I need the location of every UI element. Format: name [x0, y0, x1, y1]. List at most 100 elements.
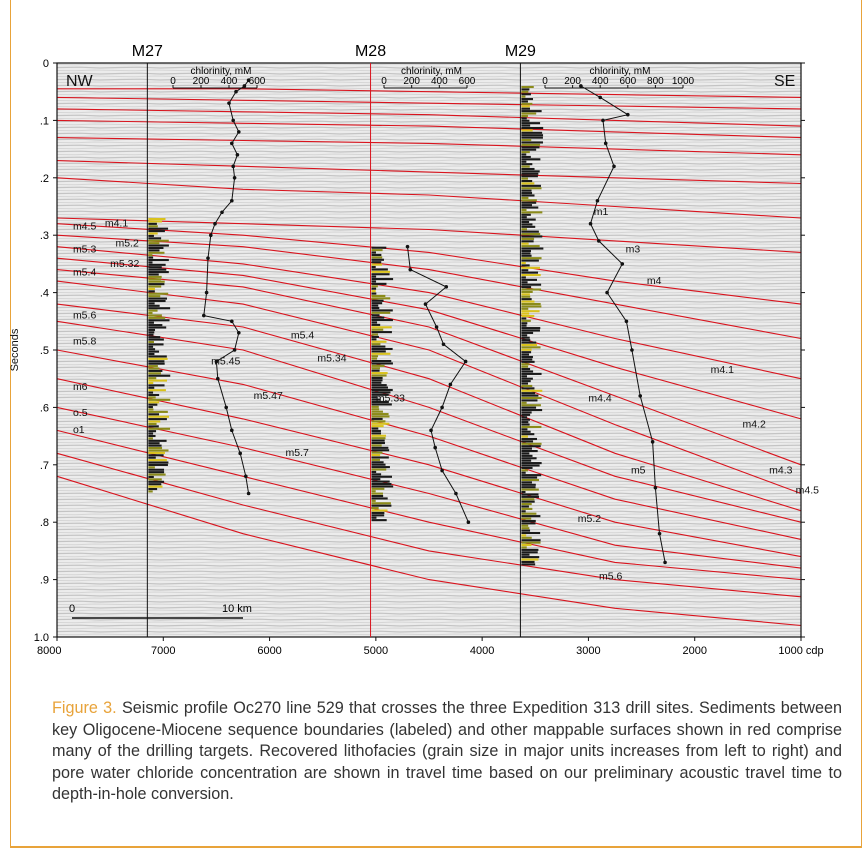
direction-nw: NW — [66, 73, 94, 90]
lithofacies-bar — [148, 292, 169, 295]
lithofacies-bar — [371, 343, 381, 346]
lithofacies-bar — [521, 363, 530, 366]
lithofacies-bar — [521, 423, 530, 426]
chlorinity-point — [214, 359, 219, 364]
lithofacies-bar — [521, 208, 527, 212]
lithofacies-bar — [148, 403, 158, 406]
lithofacies-bar — [521, 85, 534, 89]
lithofacies-bar — [148, 280, 165, 283]
lithofacies-bar — [521, 235, 543, 238]
chlorinity-point — [650, 440, 655, 444]
lithofacies-bar — [148, 439, 167, 442]
lithofacies-bar — [371, 410, 383, 413]
lithofacies-bar — [148, 468, 165, 471]
y-tick-label: 1.0 — [34, 632, 49, 644]
lithofacies-bar — [371, 475, 393, 478]
lithofacies-bar — [521, 449, 538, 453]
horizon-label: o1 — [73, 424, 85, 436]
lithofacies-bar — [521, 172, 539, 175]
lithofacies-bar — [521, 529, 531, 532]
lithofacies-bar — [521, 517, 532, 520]
lithofacies-bar — [521, 433, 535, 436]
lithofacies-bar — [148, 401, 160, 404]
lithofacies-bar — [148, 246, 164, 250]
lithofacies-bar — [148, 273, 159, 276]
lithofacies-bar — [148, 222, 157, 225]
lithofacies-bar — [521, 471, 526, 474]
lithofacies-bar — [371, 514, 385, 517]
chlorinity-point — [444, 285, 449, 289]
lithofacies-bar — [521, 264, 530, 267]
lithofacies-bar — [521, 522, 536, 525]
lithofacies-bar — [148, 326, 167, 329]
lithofacies-bar — [148, 485, 163, 488]
lithofacies-bar — [521, 153, 527, 156]
lithofacies-bar — [521, 380, 531, 383]
lithofacies-bar — [148, 340, 154, 344]
lithofacies-bar — [148, 384, 165, 387]
lithofacies-bar — [148, 430, 157, 433]
lithofacies-bar — [521, 160, 527, 163]
lithofacies-bar — [521, 266, 540, 269]
chlorinity-point — [588, 221, 593, 226]
lithofacies-bar — [371, 367, 380, 370]
lithofacies-bar — [371, 504, 392, 507]
lithofacies-bar — [371, 408, 380, 411]
lithofacies-bar — [148, 391, 154, 394]
lithofacies-bar — [371, 388, 393, 392]
lithofacies-bar — [521, 98, 533, 101]
chlorinity-point — [448, 382, 453, 387]
site-name: M29 — [505, 43, 536, 60]
lithofacies-bar — [521, 411, 532, 414]
lithofacies-bar — [371, 405, 379, 408]
lithofacies-bar — [521, 519, 536, 523]
lithofacies-bar — [148, 451, 165, 454]
lithofacies-bar — [521, 503, 532, 506]
lithofacies-bar — [371, 403, 392, 406]
lithofacies-bar — [521, 182, 535, 185]
lithofacies-bar — [148, 487, 158, 491]
lithofacies-bar — [148, 217, 166, 221]
lithofacies-bar — [371, 391, 391, 394]
lithofacies-bar — [148, 437, 153, 440]
lithofacies-bar — [521, 377, 533, 380]
chlorinity-point — [624, 319, 629, 324]
lithofacies-bar — [148, 251, 165, 254]
lithofacies-bar — [521, 206, 539, 209]
horizon-label: m5.3 — [73, 243, 97, 255]
chlorinity-point — [234, 89, 238, 94]
horizon-label: m5.32 — [110, 258, 139, 270]
lithofacies-bar — [521, 527, 530, 530]
lithofacies-bar — [521, 553, 530, 556]
lithofacies-bar — [521, 100, 528, 103]
lithofacies-bar — [521, 394, 539, 397]
lithofacies-bar — [148, 369, 163, 372]
lithofacies-bar — [521, 295, 531, 298]
lithofacies-bar — [371, 372, 388, 375]
lithofacies-bar — [371, 507, 379, 510]
lithofacies-bar — [521, 329, 540, 332]
chlorinity-label: chlorinity, mM — [401, 66, 462, 77]
lithofacies-bar — [521, 536, 532, 539]
lithofacies-bar — [371, 251, 376, 254]
direction-se: SE — [774, 73, 795, 90]
lithofacies-bar — [371, 400, 389, 404]
lithofacies-bar — [371, 297, 391, 300]
lithofacies-bar — [371, 261, 382, 264]
lithofacies-bar — [521, 317, 527, 320]
lithofacies-bar — [521, 483, 536, 486]
chlorinity-point — [206, 256, 210, 260]
chlorinity-tick-label: 0 — [381, 76, 387, 87]
lithofacies-bar — [521, 136, 543, 139]
chlorinity-tick-label: 800 — [647, 76, 664, 87]
horizon-label: m6 — [73, 381, 88, 393]
lithofacies-bar — [371, 314, 380, 317]
lithofacies-bar — [521, 493, 539, 496]
lithofacies-bar — [371, 429, 381, 433]
lithofacies-bar — [371, 369, 380, 372]
lithofacies-bar — [148, 275, 162, 278]
lithofacies-bar — [148, 263, 166, 266]
lithofacies-bar — [521, 457, 537, 460]
lithofacies-bar — [521, 192, 533, 195]
